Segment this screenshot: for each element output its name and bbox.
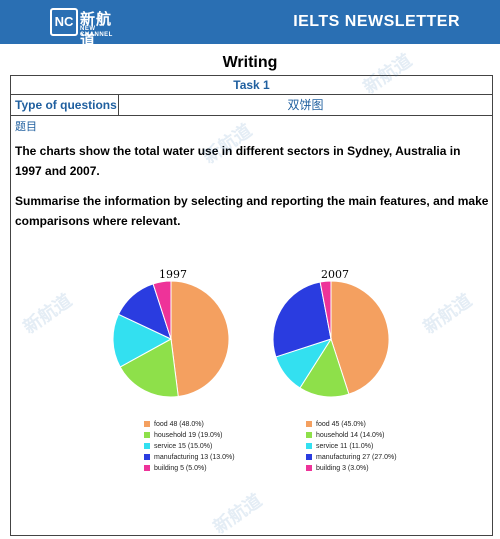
header-banner: NC 新航道 NEW CHANNEL IELTS NEWSLETTER	[0, 0, 500, 49]
brand-logo: NC 新航道 NEW CHANNEL	[50, 8, 120, 49]
legend-item-manufacturing: manufacturing 27 (27.0%)	[306, 453, 397, 464]
page-heading: Writing	[222, 54, 278, 71]
pie-slice-1997-building	[152, 280, 172, 340]
pie-slice-2007-household	[299, 337, 350, 398]
question-type-value: 双饼图	[287, 98, 324, 112]
legend-item-household: household 14 (14.0%)	[306, 431, 397, 442]
legend-swatch	[144, 454, 150, 460]
chart-title-1997: 1997	[159, 268, 187, 281]
legend-swatch	[306, 432, 312, 438]
pie-slice-1997-food	[170, 280, 230, 398]
legend-item-building: building 3 (3.0%)	[306, 464, 397, 475]
pie-slice-2007-food	[330, 280, 390, 395]
legend-item-service: service 11 (11.0%)	[306, 442, 397, 453]
legend-swatch	[144, 443, 150, 449]
question-type-label: Type of questions	[11, 95, 119, 115]
pie-slice-2007-manufacturing	[272, 281, 332, 358]
legend-1997: food 48 (48.0%) household 19 (19.0%) servi…	[144, 420, 235, 475]
task-prompt-description: The charts show the total water use in d…	[15, 144, 461, 178]
legend-swatch	[306, 454, 312, 460]
legend-label: building 3 (3.0%)	[316, 465, 369, 472]
legend-swatch	[144, 465, 150, 471]
legend-swatch	[306, 443, 312, 449]
question-type-row: Type of questions 双饼图	[11, 95, 492, 116]
pie-charts	[112, 280, 390, 398]
legend-label: household 14 (14.0%)	[316, 432, 385, 439]
legend-item-building: building 5 (5.0%)	[144, 464, 235, 475]
legend-2007: food 45 (45.0%) household 14 (14.0%) servi…	[306, 420, 397, 475]
task-number: Task 1	[11, 76, 492, 95]
pie-slice-1997-household	[119, 338, 179, 398]
legend-label: manufacturing 27 (27.0%)	[316, 454, 397, 461]
legend-label: household 19 (19.0%)	[154, 432, 223, 439]
chart-title-2007: 2007	[321, 268, 349, 281]
legend-item-food: food 48 (48.0%)	[144, 420, 235, 431]
logo-mark: NC	[50, 8, 78, 36]
legend-item-food: food 45 (45.0%)	[306, 420, 397, 431]
logo-english-text: NEW CHANNEL	[80, 26, 113, 38]
legend-label: service 11 (11.0%)	[316, 443, 374, 450]
legend-swatch	[144, 432, 150, 438]
legend-item-manufacturing: manufacturing 13 (13.0%)	[144, 453, 235, 464]
task-prompt-instruction: Summarise the information by selecting a…	[15, 194, 489, 228]
topic-label: 题目	[15, 120, 37, 133]
logo-chinese-text: 新航道	[80, 10, 113, 49]
legend-label: building 5 (5.0%)	[154, 465, 207, 472]
legend-label: service 15 (15.0%)	[154, 443, 213, 450]
legend-label: manufacturing 13 (13.0%)	[154, 454, 235, 461]
task-frame: Task 1 Type of questions 双饼图 题目 The char…	[10, 75, 493, 536]
legend-swatch	[306, 465, 312, 471]
legend-swatch	[306, 421, 312, 427]
pie-slice-2007-building	[319, 280, 332, 340]
legend-label: food 45 (45.0%)	[316, 421, 366, 428]
legend-swatch	[144, 421, 150, 427]
legend-item-household: household 19 (19.0%)	[144, 431, 235, 442]
newsletter-title: IELTS NEWSLETTER	[293, 13, 460, 30]
legend-label: food 48 (48.0%)	[154, 421, 204, 428]
pie-slice-1997-service	[112, 313, 173, 368]
legend-item-service: service 15 (15.0%)	[144, 442, 235, 453]
